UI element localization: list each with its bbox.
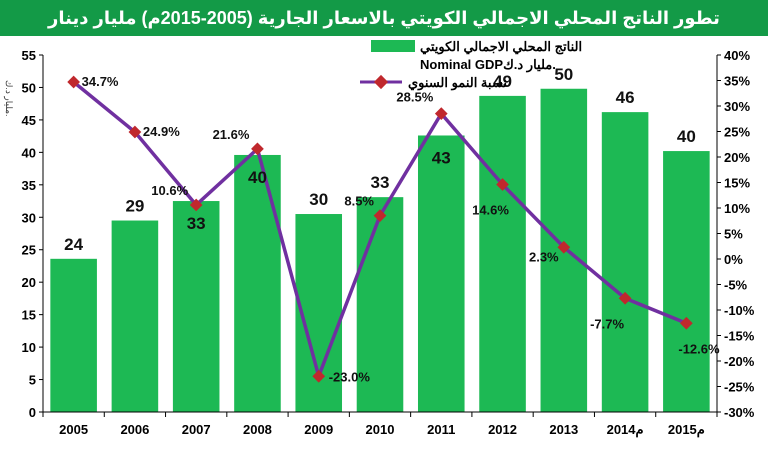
legend-bar-label-line2: Nominal GDPمليار د.ك. [420, 57, 556, 73]
gdp-value-label: 33 [371, 173, 390, 192]
growth-value-label: 34.7% [82, 74, 119, 89]
x-tick-label: 2005 [59, 422, 88, 437]
left-tick-label: 45 [22, 113, 36, 128]
gdp-bars [50, 88, 710, 413]
x-tick-label: 2012 [488, 422, 517, 437]
growth-point [312, 369, 326, 383]
growth-point [373, 209, 387, 223]
gdp-bar [172, 201, 220, 412]
right-tick-label: -5% [724, 278, 748, 293]
legend-line-label: نسبة النمو السنوي [408, 75, 507, 91]
right-tick-label: -10% [724, 303, 755, 318]
gdp-value-label: 33 [187, 214, 206, 233]
x-tick-label: 2007 [182, 422, 211, 437]
right-tick-label: 30% [724, 99, 750, 114]
left-tick-label: 15 [22, 308, 36, 323]
growth-value-label: 21.6% [213, 127, 250, 142]
legend-bar-label-line1: الناتج المحلي الاجمالي الكويتي [420, 39, 582, 55]
chart-title: تطور الناتج المحلي الاجمالي الكويتي بالا… [0, 0, 768, 36]
right-tick-label: 0% [724, 252, 743, 267]
right-tick-label: 35% [724, 74, 750, 89]
right-tick-label: 15% [724, 176, 750, 191]
x-tick-label: 2006 [120, 422, 149, 437]
data-labels: 24 29 33 40 30 33 43 49 50 46 40 34.7% 24.9% 10.6% 21.… [64, 65, 720, 385]
right-tick-label: -20% [724, 354, 755, 369]
left-tick-label: 10 [22, 340, 36, 355]
gdp-bar [479, 95, 526, 412]
gdp-bar [601, 112, 649, 413]
gdp-value-label: 29 [125, 197, 144, 216]
gdp-value-label: 49 [493, 72, 512, 91]
left-axis-unit-label: مليار د.ك. [3, 80, 14, 117]
left-tick-label: 20 [22, 275, 36, 290]
gdp-bar [417, 135, 465, 412]
growth-value-label: 14.6% [472, 203, 509, 218]
left-tick-label: 25 [22, 243, 36, 258]
gdp-value-label: 40 [677, 127, 696, 146]
gdp-bar [356, 197, 404, 412]
gdp-value-label: 46 [616, 88, 635, 107]
growth-point [434, 107, 448, 121]
growth-value-label: 28.5% [396, 90, 433, 105]
gdp-bar [111, 220, 159, 412]
x-tick-label: 2013 [549, 422, 578, 437]
right-tick-label: -30% [724, 405, 755, 420]
x-tick-label: 2009 [304, 422, 333, 437]
right-tick-label: 10% [724, 201, 750, 216]
gdp-value-label: 24 [64, 235, 83, 254]
right-tick-label: 25% [724, 125, 750, 140]
right-y-axis: -30% -25% -20% -15% -10% -5% 0% 5% 10% 15% 20% 25% 3… [716, 48, 755, 420]
gdp-value-label: 40 [248, 168, 267, 187]
left-tick-label: 50 [22, 80, 36, 95]
right-tick-label: 5% [724, 227, 743, 242]
right-tick-label: -15% [724, 329, 755, 344]
growth-value-label: -23.0% [329, 369, 371, 384]
left-y-axis: 0 5 10 15 20 25 30 35 40 45 50 55 [22, 48, 44, 420]
x-axis: 2005 2006 2007 2008 2009 2010 2011 2012 2013 2014… [42, 411, 718, 438]
left-tick-label: 5 [29, 373, 36, 388]
gdp-value-label: 43 [432, 148, 451, 167]
left-tick-label: 35 [22, 178, 36, 193]
growth-point [496, 178, 509, 191]
x-tick-label: 2008 [243, 422, 272, 437]
legend-marker-swatch [373, 74, 389, 90]
x-tick-label: 2015م [668, 422, 705, 438]
growth-value-label: 10.6% [151, 183, 188, 198]
gdp-bar [234, 154, 281, 412]
gdp-bar [663, 151, 710, 412]
x-tick-label: 2014م [607, 422, 644, 438]
growth-value-label: 24.9% [143, 124, 180, 139]
right-tick-label: 40% [724, 48, 750, 63]
growth-point [128, 125, 142, 139]
x-tick-label: 2011 [427, 422, 455, 437]
gdp-value-label: 30 [309, 190, 328, 209]
legend: الناتج المحلي الاجمالي الكويتي Nominal G… [360, 39, 582, 91]
left-tick-label: 40 [22, 145, 36, 160]
x-tick-label: 2010 [366, 422, 395, 437]
growth-value-label: -7.7% [590, 316, 624, 331]
left-tick-label: 0 [29, 405, 36, 420]
left-tick-label: 55 [22, 48, 36, 63]
growth-point [189, 198, 203, 212]
legend-bar-swatch [371, 40, 415, 52]
right-tick-label: -25% [724, 380, 755, 395]
gdp-value-label: 50 [554, 65, 573, 84]
growth-value-label: -12.6% [678, 341, 720, 356]
growth-value-label: 8.5% [344, 194, 374, 209]
right-tick-label: 20% [724, 150, 750, 165]
left-tick-label: 30 [22, 210, 36, 225]
growth-value-label: 2.3% [529, 249, 559, 264]
gdp-bar [50, 258, 97, 412]
